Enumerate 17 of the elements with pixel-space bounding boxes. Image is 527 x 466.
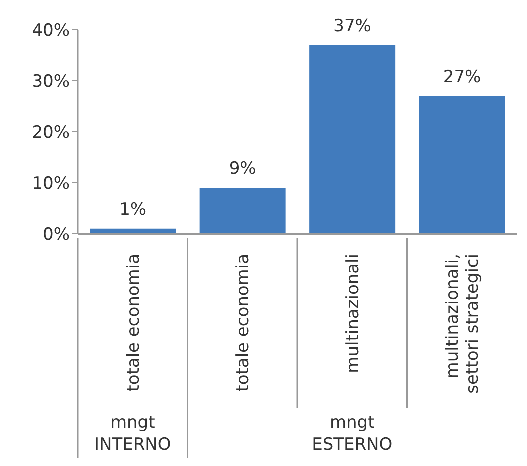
- data-label: 9%: [229, 159, 256, 180]
- bar: [419, 96, 506, 234]
- text: mngt ESTERNO: [312, 413, 393, 455]
- bar: [200, 188, 286, 234]
- x-tick-label: multinazionali: [343, 254, 364, 374]
- data-label: 27%: [443, 67, 482, 88]
- text: mngt INTERNO: [94, 413, 172, 455]
- bar: [310, 45, 396, 234]
- x-tick-label: totale economia: [234, 254, 254, 392]
- y-tick-label: 30%: [32, 72, 70, 92]
- y-tick-label: 20%: [32, 123, 70, 144]
- y-tick-label: 40%: [32, 21, 70, 42]
- data-label: 1%: [120, 200, 147, 220]
- data-label: 37%: [334, 16, 372, 36]
- y-tick-label: 0%: [43, 225, 70, 246]
- x-tick-label: totale economia: [124, 254, 144, 392]
- y-tick-label: 10%: [32, 174, 70, 194]
